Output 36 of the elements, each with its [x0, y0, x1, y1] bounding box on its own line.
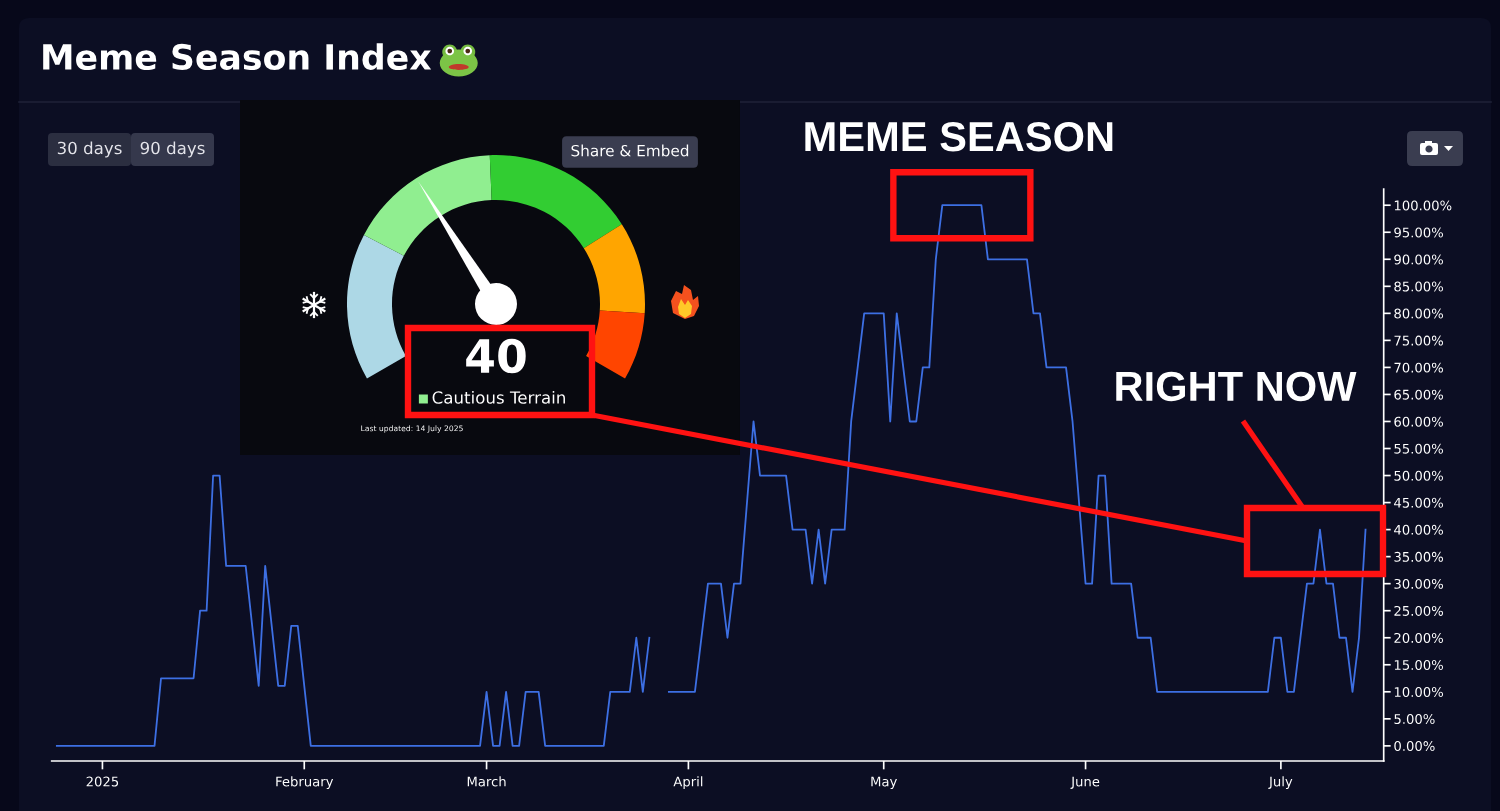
y-tick-label: 95.00% — [1394, 227, 1443, 238]
x-tick-label: May — [871, 776, 897, 790]
y-tick-label: 55.00% — [1394, 443, 1443, 454]
y-tick-label: 25.00% — [1394, 605, 1443, 616]
y-tick-label: 45.00% — [1394, 497, 1443, 508]
y-tick-label: 10.00% — [1394, 687, 1443, 697]
y-tick-label: 70.00% — [1394, 362, 1443, 373]
y-tick-label: 35.00% — [1394, 551, 1443, 562]
annotation: RIGHT NOW — [1116, 371, 1357, 402]
chart-title: Meme Season Index — [43, 43, 432, 71]
annotation: 40 — [466, 338, 526, 374]
x-tick-label: June — [1070, 776, 1100, 789]
y-tick-label: 15.00% — [1394, 659, 1443, 670]
text: 30 days — [57, 141, 122, 158]
legend-label: Cautious Terrain — [432, 390, 565, 404]
y-tick-label: 100.00% — [1394, 200, 1452, 211]
annotation: MEME SEASON — [805, 121, 1113, 152]
x-tick-label: April — [673, 776, 703, 790]
y-tick-label: 30.00% — [1394, 578, 1443, 589]
y-tick-label: 5.00% — [1394, 714, 1435, 725]
x-tick-label: 2025 — [86, 776, 119, 787]
x-tick-label: March — [467, 776, 506, 787]
y-tick-label: 65.00% — [1394, 389, 1443, 400]
x-tick-label: July — [1268, 776, 1293, 790]
y-tick-label: 20.00% — [1394, 632, 1443, 643]
y-tick-label: 85.00% — [1394, 281, 1443, 292]
y-tick-label: 60.00% — [1394, 416, 1443, 427]
y-tick-label: 50.00% — [1394, 470, 1443, 481]
text: 90 days — [140, 141, 205, 158]
y-tick-label: 0.00% — [1394, 741, 1435, 752]
y-tick-label: 90.00% — [1394, 254, 1443, 265]
x-tick-label: February — [276, 776, 334, 790]
y-tick-label: 40.00% — [1394, 524, 1443, 535]
y-tick-label: 80.00% — [1394, 308, 1443, 319]
y-tick-label: 75.00% — [1394, 335, 1443, 346]
text: Share & Embed — [571, 144, 689, 157]
